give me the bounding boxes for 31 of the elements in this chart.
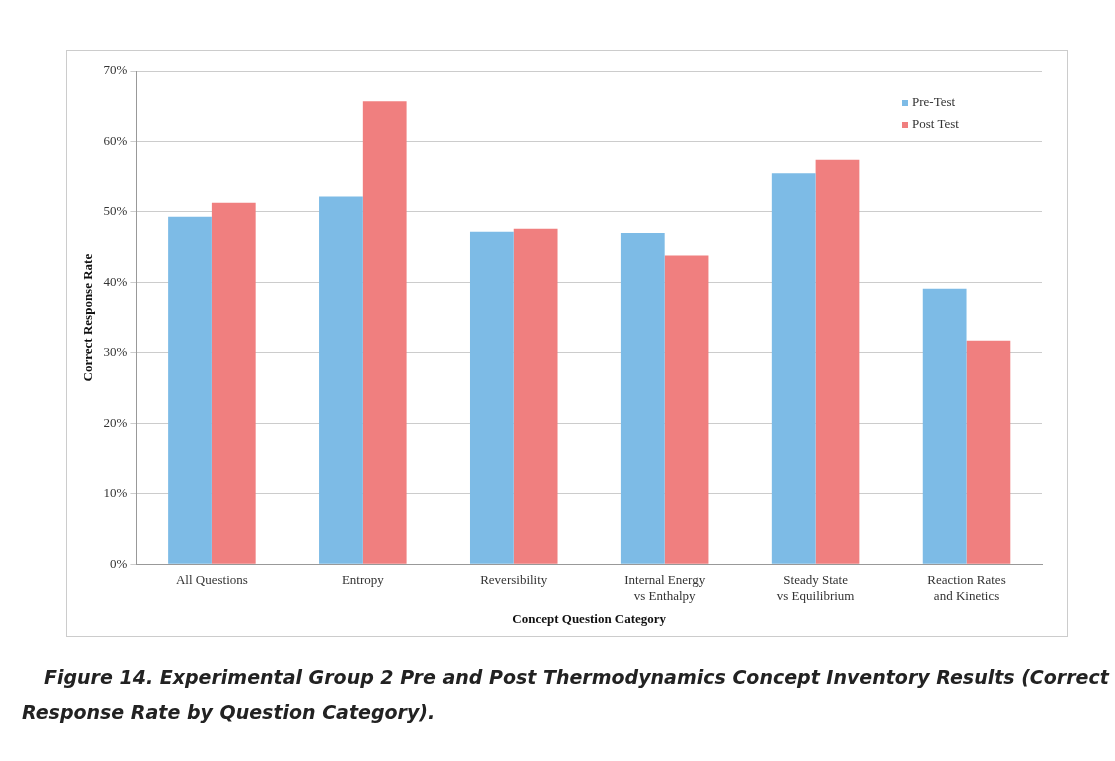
bar [966,340,1011,564]
bar [469,231,514,564]
bar [620,233,665,564]
x-tick-label: Entropy [341,572,385,588]
bar [362,101,407,564]
x-tick-label: Reaction Rates and Kinetics [927,572,1006,604]
x-tick-label: All Questions [175,572,248,588]
y-tick-label: 0% [110,555,128,571]
bar [922,288,967,564]
y-tick-label: 10% [103,485,128,501]
caption: Figure 14. Experimental Group 2 Pre and Post Thermodynamics Concept Inventory Results (Correct Response Rate by Question Category). [22,665,1111,725]
x-tick-label: Reversibility [480,572,548,588]
y-tick-label: 50% [103,203,128,219]
bar [771,173,816,564]
y-axis-title: Correct Response Rate [80,253,96,382]
bar [513,228,558,564]
bar [168,216,212,564]
y-tick-label: 60% [103,132,128,148]
legend-label: Post Test [912,116,960,132]
bar [319,196,363,564]
bar [815,159,860,564]
x-axis-title: Concept Question Category [512,610,667,626]
bar [664,255,709,564]
bar [211,202,256,564]
y-tick-label: 70% [103,62,128,78]
y-tick-label: 40% [103,273,128,289]
x-tick-label: Steady State vs Equilibrium [776,572,855,604]
legend-label: Pre-Test [912,94,956,110]
x-tick-label: Internal Energy vs Enthalpy [624,572,706,604]
y-tick-label: 20% [103,414,128,430]
y-tick-label: 30% [103,344,128,360]
